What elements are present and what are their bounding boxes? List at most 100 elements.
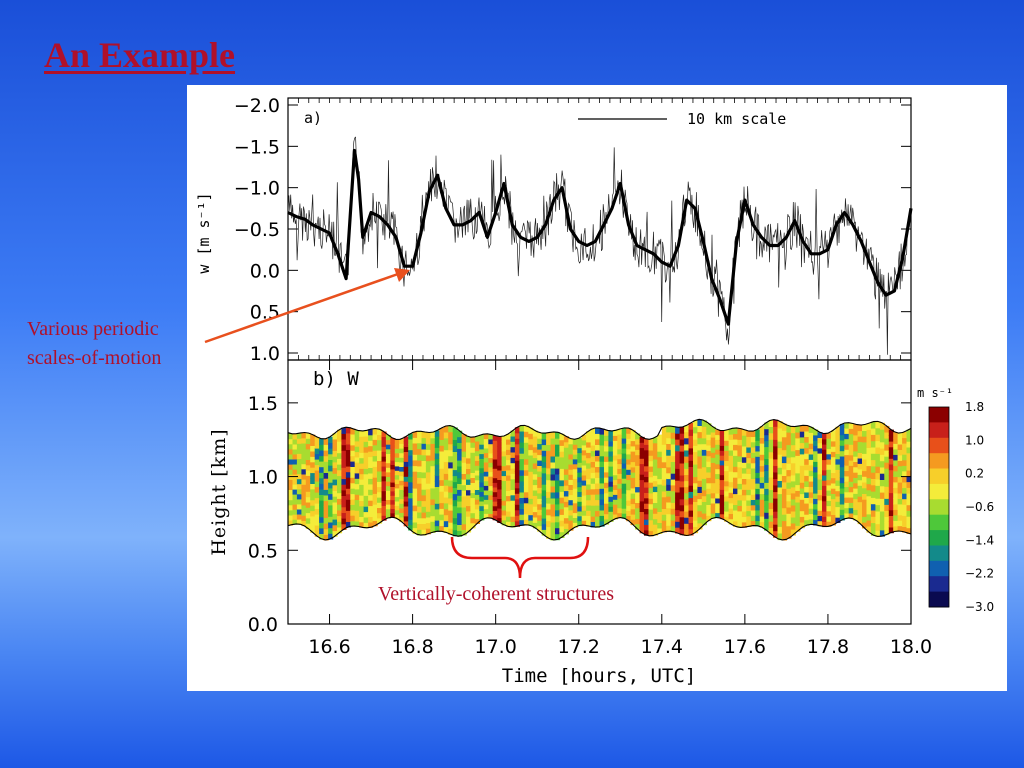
heatmap-cell	[733, 433, 739, 440]
heatmap-cell	[350, 493, 356, 500]
heatmap-cell	[461, 501, 467, 508]
heatmap-cell	[546, 450, 552, 457]
heatmap-cell	[848, 507, 854, 514]
heatmap-cell	[474, 455, 480, 461]
heatmap-cell	[848, 512, 854, 519]
heatmap-cell	[652, 464, 658, 471]
heatmap-cell	[412, 499, 418, 506]
heatmap-cell	[541, 467, 547, 474]
heatmap-cell	[390, 442, 396, 448]
heatmap-cell	[879, 429, 885, 436]
heatmap-cell	[337, 527, 343, 534]
heatmap-cell	[693, 426, 699, 434]
heatmap-cell	[741, 473, 747, 479]
heatmap-cell	[514, 465, 520, 472]
heatmap-cell	[848, 491, 854, 498]
heatmap-cell	[795, 455, 801, 462]
heatmap-cell	[830, 451, 836, 458]
heatmap-cell	[844, 459, 850, 466]
heatmap-cell	[452, 445, 458, 452]
heatmap-cell	[421, 529, 427, 536]
heatmap-cell	[764, 512, 770, 519]
heatmap-cell	[786, 469, 792, 477]
heatmap-cell	[385, 476, 391, 482]
heatmap-cell	[657, 467, 663, 474]
heatmap-cell	[848, 454, 854, 461]
heatmap-cell	[532, 511, 538, 518]
heatmap-cell	[417, 511, 423, 519]
colorbar-tick-label: −3.0	[965, 600, 994, 614]
heatmap-cell	[488, 438, 494, 445]
heatmap-cell	[559, 485, 565, 492]
heatmap-cell	[595, 455, 601, 462]
heatmap-cell	[706, 450, 712, 457]
heatmap-cell	[354, 520, 360, 527]
heatmap-cell	[644, 476, 650, 483]
heatmap-cell	[506, 511, 512, 517]
heatmap-cell	[474, 460, 480, 466]
heatmap-cell	[497, 460, 503, 466]
heatmap-cell	[332, 450, 338, 457]
heatmap-cell	[323, 444, 329, 451]
heatmap-cell	[684, 462, 690, 469]
heatmap-cell	[724, 475, 730, 482]
heatmap-cell	[688, 441, 694, 449]
heatmap-cell	[688, 422, 694, 430]
heatmap-cell	[523, 436, 529, 443]
heatmap-cell	[790, 523, 796, 530]
heatmap-cell	[568, 494, 574, 501]
heatmap-cell	[537, 487, 543, 494]
heatmap-cell	[457, 471, 463, 479]
heatmap-cell	[421, 489, 427, 496]
heatmap-cell	[790, 498, 796, 506]
heatmap-cell	[483, 438, 489, 444]
heatmap-cell	[568, 499, 574, 506]
heatmap-cell	[390, 438, 396, 443]
heatmap-cell	[457, 489, 463, 496]
heatmap-cell	[675, 427, 681, 434]
heatmap-cell	[773, 491, 779, 499]
colorbar-tick-label: 1.8	[965, 400, 984, 414]
heatmap-cell	[764, 470, 770, 477]
panel-b-layer-top-contour	[287, 418, 912, 440]
heatmap-cell	[906, 516, 911, 523]
heatmap-cell	[563, 463, 569, 470]
heatmap-cell	[586, 478, 592, 485]
heatmap-cell	[479, 510, 485, 516]
heatmap-cell	[719, 513, 725, 520]
heatmap-cell	[684, 492, 690, 500]
heatmap-cell	[790, 516, 796, 524]
heatmap-cell	[563, 447, 569, 454]
heatmap-cell	[519, 469, 525, 476]
heatmap-cell	[519, 425, 525, 432]
heatmap-cell	[679, 474, 685, 482]
slide-title: An Example	[44, 35, 236, 75]
heatmap-cell	[470, 447, 476, 453]
heatmap-cell	[630, 466, 636, 473]
heatmap-cell	[328, 442, 334, 449]
heatmap-cell	[430, 471, 436, 478]
heatmap-cell	[733, 449, 739, 456]
heatmap-cell	[381, 451, 387, 457]
heatmap-cell	[528, 482, 534, 489]
heatmap-cell	[777, 532, 783, 541]
heatmap-cell	[844, 465, 850, 471]
heatmap-cell	[559, 445, 565, 452]
heatmap-cell	[635, 491, 641, 498]
heatmap-cell	[697, 492, 703, 500]
heatmap-cell	[710, 442, 716, 448]
heatmap-cell	[448, 449, 454, 457]
heatmap-cell	[448, 479, 454, 487]
heatmap-cell	[474, 494, 480, 500]
heatmap-cell	[902, 454, 908, 461]
heatmap-cell	[719, 499, 725, 505]
heatmap-cell	[822, 469, 828, 476]
heatmap-cell	[879, 517, 885, 525]
heatmap-cell	[430, 432, 436, 439]
heatmap-cell	[830, 514, 836, 521]
heatmap-cell	[385, 508, 391, 514]
heatmap-cell	[590, 455, 596, 462]
heatmap-cell	[839, 493, 845, 500]
heatmap-cell	[621, 448, 627, 454]
heatmap-cell	[310, 440, 316, 446]
